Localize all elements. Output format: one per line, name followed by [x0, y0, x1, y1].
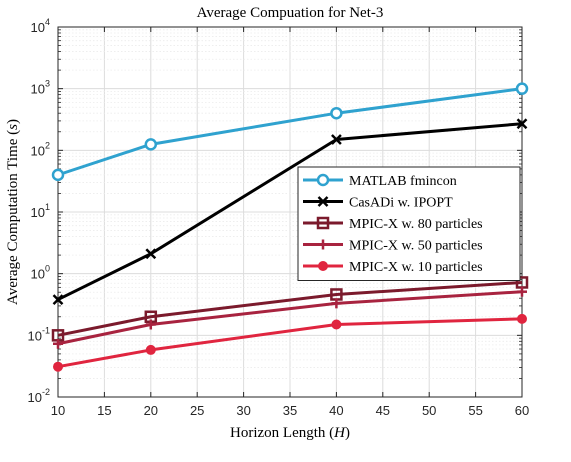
legend-label: MPIC-X w. 80 particles: [349, 217, 483, 232]
data-point: [331, 298, 342, 309]
marker-x-stroke: [52, 294, 64, 305]
legend-label: MPIC-X w. 50 particles: [349, 239, 483, 254]
y-tick-label: 100: [31, 264, 50, 282]
marker-dot: [145, 344, 156, 355]
series-line: [57, 317, 523, 369]
series-line: [57, 290, 523, 346]
data-point: [517, 313, 527, 324]
legend-marker: [316, 216, 330, 230]
marker-dot: [318, 261, 328, 271]
series-2: [52, 118, 528, 305]
x-tick-label: 50: [422, 403, 436, 418]
x-tick-label: 25: [190, 403, 204, 418]
y-axis-label: Average Computation Time (s): [5, 119, 21, 305]
y-tick-label: 104: [31, 17, 50, 35]
y-tick-label: 10-1: [28, 325, 50, 343]
x-tick-label: 10: [51, 403, 65, 418]
legend-item: MPIC-X w. 10 particles: [303, 260, 483, 275]
x-tick-label: 30: [236, 403, 250, 418]
data-point: [517, 286, 527, 297]
data-point: [145, 319, 156, 330]
data-point: [145, 248, 157, 260]
marker-square: [316, 216, 330, 230]
x-tick-label: 45: [376, 403, 390, 418]
data-point: [331, 319, 342, 330]
series-line: [57, 87, 523, 177]
data-point: [515, 82, 529, 95]
marker-dot: [331, 319, 342, 330]
marker-circle: [51, 168, 65, 182]
legend-label: MATLAB fmincon: [349, 174, 457, 189]
legend-marker: [316, 173, 330, 187]
chart-title: Average Compuation for Net-3: [197, 5, 384, 21]
data-point: [51, 168, 65, 182]
y-tick-label: 101: [31, 202, 50, 220]
data-point: [144, 138, 158, 151]
x-tick-label: 35: [283, 403, 297, 418]
legend-item: MPIC-X w. 80 particles: [303, 216, 483, 232]
x-tick-label: 60: [515, 403, 529, 418]
x-tick-label: 55: [468, 403, 482, 418]
marker-circle: [144, 138, 158, 151]
x-axis-label: Horizon Length (H): [230, 425, 350, 441]
legend-marker: [318, 261, 328, 271]
x-axis-ticks: 10 15 20 25 30 35 40 45 50 55 60: [51, 27, 529, 418]
x-tick-label: 15: [97, 403, 111, 418]
series-line: [57, 280, 523, 337]
marker-x-stroke: [317, 196, 329, 207]
legend-label: MPIC-X w. 10 particles: [349, 260, 483, 275]
data-point: [52, 294, 64, 305]
data-point: [516, 118, 528, 130]
series-4: [53, 286, 527, 349]
legend-item: MPIC-X w. 50 particles: [303, 239, 483, 254]
data-point: [331, 134, 342, 145]
data-point: [53, 338, 63, 349]
marker-dot: [517, 313, 527, 324]
series-5: [53, 313, 527, 372]
y-tick-label: 103: [31, 79, 50, 97]
legend-marker: [318, 239, 328, 250]
marker-dot: [53, 361, 63, 372]
marker-circle: [330, 106, 343, 120]
marker-x-stroke: [331, 134, 342, 145]
y-tick-label: 102: [31, 140, 50, 158]
marker-circle: [316, 173, 330, 187]
series-3: [51, 276, 529, 342]
x-tick-label: 40: [329, 403, 343, 418]
x-tick-label: 20: [144, 403, 158, 418]
data-point: [145, 344, 156, 355]
legend-label: CasADi w. IPOPT: [349, 196, 453, 211]
legend-item: MATLAB fmincon: [303, 173, 457, 189]
legend-marker: [317, 196, 329, 207]
y-tick-label: 10-2: [28, 387, 50, 405]
legend-item: CasADi w. IPOPT: [303, 196, 453, 211]
legend: MATLAB fmincon CasADi w. IPOPT MPIC-X w. 8…: [297, 166, 521, 281]
marker-x-stroke: [145, 248, 157, 260]
marker-circle: [515, 82, 529, 95]
series-1: [51, 82, 529, 182]
data-point: [53, 361, 63, 372]
series-layer: [51, 82, 529, 372]
series-line: [57, 122, 523, 301]
marker-x-stroke: [516, 118, 528, 130]
data-point: [330, 106, 343, 120]
